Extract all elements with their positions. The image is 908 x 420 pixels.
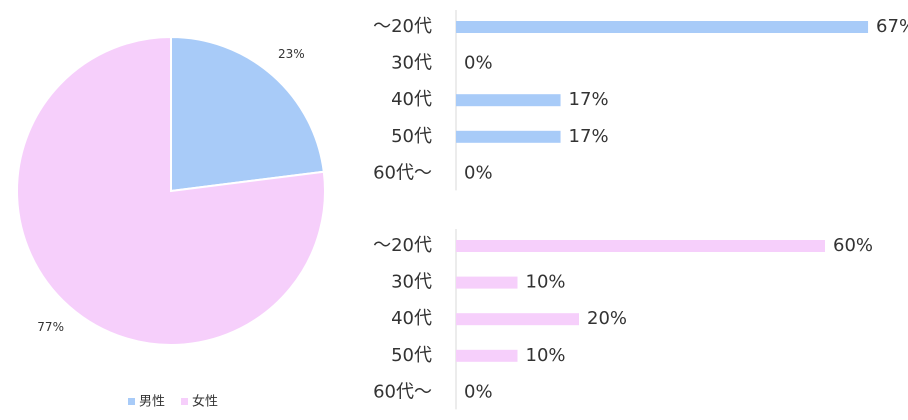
pie-slice [16,35,326,346]
value-label: 0% [464,381,493,402]
value-label: 17% [569,89,609,110]
bar [456,240,825,252]
bar [456,313,579,326]
category-label: ～20代 [373,235,432,256]
legend-swatch [181,398,188,405]
category-label: ～20代 [373,16,432,37]
value-label: 0% [464,162,493,183]
value-label: 17% [569,126,609,147]
slice-label: 77% [37,320,64,334]
slice-label: 23% [278,47,305,61]
legend-label: 男性 [139,395,165,410]
category-label: 50代 [391,126,432,147]
value-label: 20% [587,308,627,329]
value-label: 10% [526,272,566,293]
category-label: 30代 [391,53,432,74]
legend-swatch [128,398,135,405]
value-label: 0% [464,53,493,74]
category-label: 40代 [391,308,432,329]
bar [456,130,561,143]
category-label: 40代 [391,89,432,110]
category-label: 50代 [391,345,432,366]
bar [456,276,518,289]
category-label: 60代～ [373,381,432,402]
category-label: 60代～ [373,162,432,183]
value-label: 10% [526,345,566,366]
bar [456,94,561,107]
bar [456,21,869,33]
legend-label: 女性 [192,394,218,410]
category-label: 30代 [391,272,432,293]
pie-slice [170,35,325,193]
bar [456,349,518,362]
value-label: 60% [833,235,873,256]
value-label: 67% [876,16,908,37]
